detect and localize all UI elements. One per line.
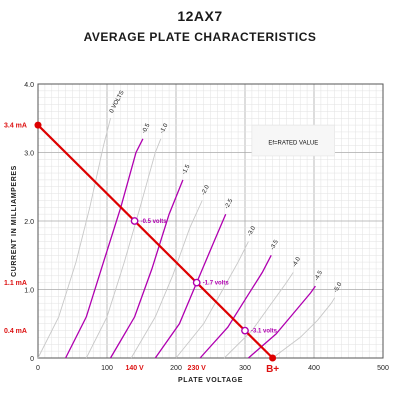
series-curve [109, 179, 184, 359]
operating-point-marker [192, 278, 201, 287]
operating-point-marker [130, 217, 139, 225]
series-label: -2.5 [224, 198, 234, 211]
load-line-endpoint [34, 121, 42, 129]
x-annotation: 140 V [125, 365, 144, 372]
rated-value-box [251, 124, 335, 157]
y-tick-label: 0 [30, 356, 34, 363]
b-plus-label: B+ [266, 364, 279, 375]
y-tick-label: 4.0 [24, 82, 34, 89]
series-label: 0 VOLTS [109, 90, 126, 114]
y-tick-label: 2.0 [24, 219, 34, 226]
x-tick-label: 0 [36, 365, 40, 372]
x-tick-label: 100 [101, 365, 113, 372]
series-label: -3.5 [270, 239, 280, 252]
series-label: -4.0 [292, 256, 302, 269]
series-label: -0.5 [141, 122, 151, 135]
chart-subtitle: AVERAGE PLATE CHARACTERISTICS [83, 30, 317, 44]
series-curve [37, 118, 111, 359]
load-line [37, 124, 274, 359]
load-line-endpoint [269, 354, 277, 362]
series-label: -1.0 [159, 122, 169, 135]
y-annotation: 1.1 mA [4, 280, 27, 287]
series-curve [65, 138, 144, 359]
series-curve [175, 241, 249, 359]
series-curve [272, 297, 336, 359]
y-tick-label: 1.0 [24, 288, 34, 295]
operating-point-marker [241, 326, 249, 335]
rated-value-label: Ef=RATED VALUE [268, 140, 318, 146]
y-axis-label: CURRENT IN MILLIAMPERES [11, 165, 18, 277]
y-annotation: 0.4 mA [4, 328, 27, 335]
operating-point-label: -0.5 volts [141, 219, 168, 225]
x-axis-label: PLATE VOLTAGE [178, 377, 243, 384]
operating-point-label: -3.1 volts [251, 329, 278, 335]
y-tick-label: 3.0 [24, 151, 34, 158]
series-label: -1.5 [181, 163, 191, 176]
series-curve [199, 254, 272, 359]
x-tick-label: 300 [239, 365, 251, 372]
x-tick-label: 500 [377, 365, 389, 372]
series-curve [223, 272, 294, 359]
x-tick-label: 200 [170, 365, 182, 372]
operating-point-label: -1.7 volts [203, 281, 230, 287]
x-tick-label: 400 [308, 365, 320, 372]
series-label: -5.0 [333, 281, 343, 294]
chart-title: 12AX7 [177, 8, 223, 24]
series-label: -3.0 [247, 225, 257, 238]
series-curve [85, 138, 162, 359]
series-curve [247, 285, 316, 359]
series-label: -4.5 [314, 269, 324, 282]
plot-frame [37, 83, 384, 359]
series-label: -2.0 [201, 184, 211, 197]
x-annotation: 230 V [188, 365, 207, 372]
series-curve [130, 200, 203, 359]
y-annotation: 3.4 mA [4, 123, 27, 130]
